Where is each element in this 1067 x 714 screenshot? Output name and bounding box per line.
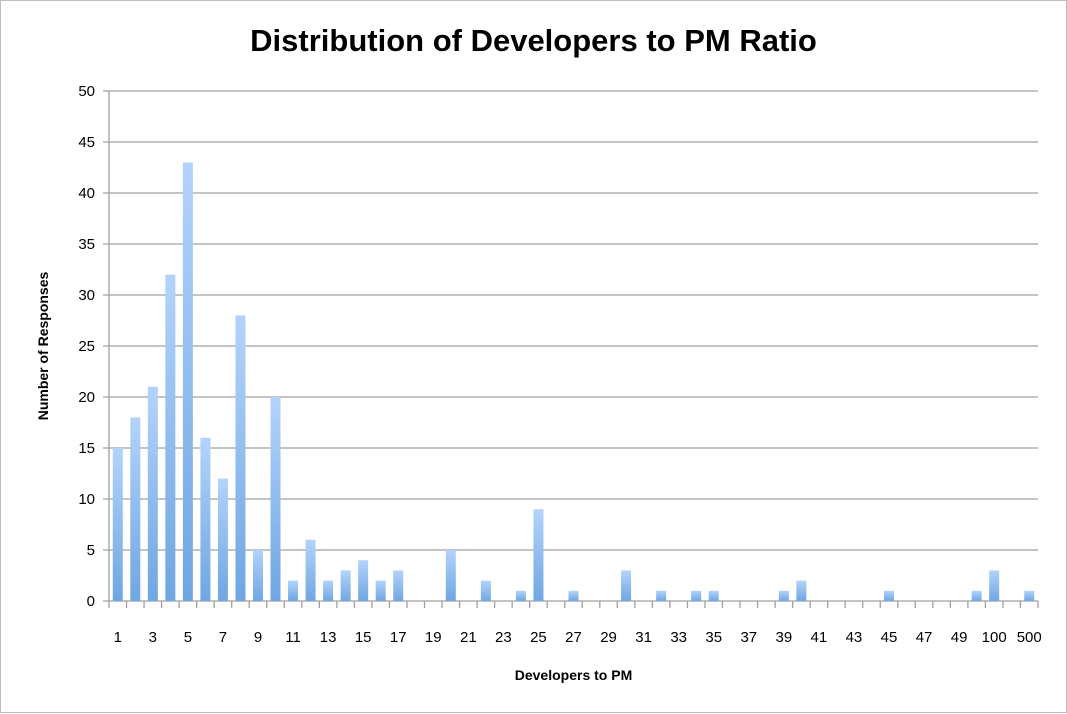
bar-3 — [147, 386, 158, 601]
bar-17 — [393, 570, 404, 601]
y-tick-label: 35 — [78, 236, 95, 253]
x-tick-label: 19 — [425, 629, 442, 646]
y-tick-label: 20 — [78, 389, 95, 406]
x-tick-label: 45 — [881, 629, 898, 646]
bar-4 — [165, 274, 176, 601]
x-tick-label: 43 — [846, 629, 863, 646]
x-tick-label: 5 — [184, 629, 192, 646]
x-tick-label: 25 — [530, 629, 547, 646]
chart-title: Distribution of Developers to PM Ratio — [250, 23, 817, 58]
x-tick-label: 23 — [495, 629, 512, 646]
x-tick-label: 3 — [149, 629, 157, 646]
bar-39 — [778, 590, 789, 601]
x-tick-label: 27 — [565, 629, 582, 646]
y-tick-label: 15 — [78, 440, 95, 457]
y-tick-label: 5 — [87, 542, 95, 559]
bar-25 — [533, 509, 544, 601]
bar-40 — [796, 580, 807, 601]
bar-2 — [130, 417, 141, 601]
bar-8 — [235, 315, 246, 601]
y-tick-label: 30 — [78, 287, 95, 304]
x-tick-label: 39 — [775, 629, 792, 646]
bar-32 — [656, 590, 667, 601]
bar-20 — [445, 550, 456, 601]
x-tick-label: 11 — [285, 629, 301, 646]
y-tick-label: 45 — [78, 134, 95, 151]
x-axis-label: Developers to PM — [514, 667, 633, 683]
x-tick-label: 31 — [635, 629, 652, 646]
bar-22 — [480, 580, 491, 601]
x-tick-label: 35 — [705, 629, 722, 646]
bar-35 — [708, 590, 719, 601]
y-tick-label: 10 — [78, 491, 95, 508]
y-tick-label: 25 — [78, 338, 95, 355]
x-tick-label: 7 — [219, 629, 227, 646]
bar-5 — [182, 162, 193, 601]
bar-100 — [989, 570, 1000, 601]
x-tick-label: 100 — [982, 629, 1007, 646]
bar-13 — [323, 580, 334, 601]
bar-24 — [515, 590, 526, 601]
y-tick-label: 50 — [78, 83, 95, 100]
x-tick-label: 41 — [811, 629, 828, 646]
bar-34 — [691, 590, 702, 601]
x-tick-label: 500 — [1017, 629, 1042, 646]
bar-9 — [252, 550, 263, 601]
bar-30 — [621, 570, 632, 601]
bar-11 — [288, 580, 299, 601]
bar-6 — [200, 437, 211, 601]
bar-50 — [971, 590, 982, 601]
x-tick-label: 37 — [740, 629, 757, 646]
bar-1 — [112, 448, 123, 601]
bar-7 — [217, 478, 228, 601]
x-tick-label: 33 — [670, 629, 687, 646]
x-tick-label: 15 — [355, 629, 372, 646]
bar-500 — [1024, 590, 1035, 601]
y-tick-label: 40 — [78, 185, 95, 202]
bar-10 — [270, 397, 281, 601]
x-tick-label: 47 — [916, 629, 933, 646]
bar-12 — [305, 539, 316, 601]
x-tick-label: 21 — [460, 629, 477, 646]
x-tick-label: 9 — [254, 629, 262, 646]
x-tick-label: 13 — [320, 629, 337, 646]
x-tick-label: 29 — [600, 629, 617, 646]
x-tick-label: 1 — [114, 629, 122, 646]
x-tick-label: 49 — [951, 629, 968, 646]
bar-15 — [358, 560, 369, 601]
y-tick-label: 0 — [87, 593, 95, 610]
bar-45 — [884, 590, 895, 601]
bar-14 — [340, 570, 351, 601]
bar-27 — [568, 590, 579, 601]
x-tick-label: 17 — [390, 629, 407, 646]
bar-16 — [375, 580, 386, 601]
